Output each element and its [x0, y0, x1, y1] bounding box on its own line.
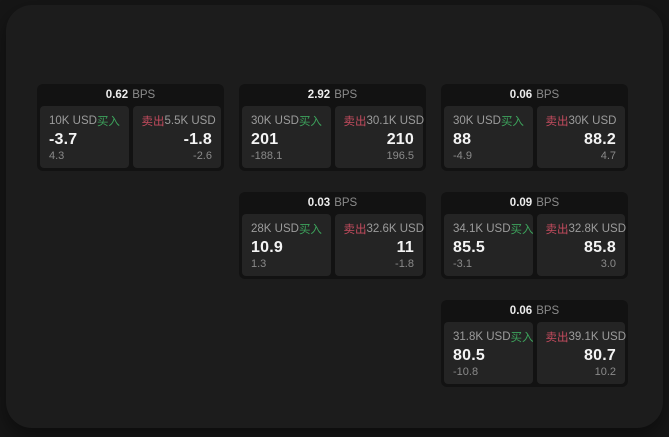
buy-button[interactable]: 买入	[510, 224, 534, 236]
sell-price: 85.8	[584, 238, 616, 256]
sell-amount: 30.1K USD	[366, 115, 425, 127]
buy-amount: 10K USD	[49, 115, 97, 127]
sell-panel[interactable]: 卖出 30.1K USD 210 196.5	[334, 106, 425, 168]
sell-sub-value: 3.0	[600, 258, 616, 270]
buy-sub-value: 1.3	[251, 258, 267, 270]
sell-sub-value: -1.8	[395, 258, 414, 270]
buy-panel[interactable]: 28K USD 买入 10.9 1.3	[242, 214, 331, 276]
quote-body: 34.1K USD 买入 85.5 -3.1 卖出 32.8K USD 85.8…	[441, 214, 628, 279]
buy-sub-value: -188.1	[251, 150, 283, 162]
sell-amount: 39.1K USD	[568, 331, 627, 343]
sell-panel[interactable]: 卖出 32.6K USD 11 -1.8	[334, 214, 425, 276]
spread-value: 0.06	[509, 305, 533, 317]
spread-header: 2.92 BPS	[239, 84, 426, 106]
sell-price: 11	[396, 238, 414, 256]
sell-sub-value: 4.7	[600, 150, 616, 162]
sell-price: 210	[386, 130, 414, 148]
sell-panel[interactable]: 卖出 5.5K USD -1.8 -2.6	[132, 106, 221, 168]
spread-value: 0.06	[509, 89, 533, 101]
quote-card-1: 2.92 BPS 30K USD 买入 201 -188.1 卖出 30.1K …	[239, 84, 426, 171]
sell-button[interactable]: 卖出	[545, 332, 569, 344]
quote-body: 28K USD 买入 10.9 1.3 卖出 32.6K USD 11 -1.8	[239, 214, 426, 279]
spread-header: 0.09 BPS	[441, 192, 628, 214]
buy-panel[interactable]: 10K USD 买入 -3.7 4.3	[40, 106, 129, 168]
buy-amount: 28K USD	[251, 223, 299, 235]
buy-price: 88	[453, 130, 472, 148]
sell-button[interactable]: 卖出	[343, 116, 367, 128]
buy-price: 10.9	[251, 238, 283, 256]
sell-price: 80.7	[584, 346, 616, 364]
bps-label: BPS	[536, 305, 560, 317]
buy-panel[interactable]: 34.1K USD 买入 85.5 -3.1	[444, 214, 534, 276]
buy-sub-value: -3.1	[453, 258, 472, 270]
sell-button[interactable]: 卖出	[545, 116, 569, 128]
buy-button[interactable]: 买入	[298, 116, 322, 128]
buy-panel[interactable]: 30K USD 买入 88 -4.9	[444, 106, 533, 168]
bps-label: BPS	[536, 197, 560, 209]
bps-label: BPS	[334, 89, 358, 101]
sell-button[interactable]: 卖出	[343, 224, 367, 236]
buy-sub-value: -10.8	[453, 366, 479, 378]
bps-label: BPS	[334, 197, 358, 209]
main-panel: 0.62 BPS 10K USD 买入 -3.7 4.3 卖出 5.5K USD	[6, 5, 663, 428]
quote-body: 31.8K USD 买入 80.5 -10.8 卖出 39.1K USD 80.…	[441, 322, 628, 387]
sell-panel[interactable]: 卖出 30K USD 88.2 4.7	[536, 106, 625, 168]
bps-label: BPS	[132, 89, 156, 101]
quote-card-0: 0.62 BPS 10K USD 买入 -3.7 4.3 卖出 5.5K USD	[37, 84, 224, 171]
spread-header: 0.62 BPS	[37, 84, 224, 106]
buy-price: 80.5	[453, 346, 485, 364]
sell-panel[interactable]: 卖出 32.8K USD 85.8 3.0	[536, 214, 627, 276]
sell-amount: 30K USD	[568, 115, 617, 127]
buy-amount: 31.8K USD	[453, 331, 511, 343]
buy-amount: 34.1K USD	[453, 223, 511, 235]
buy-button[interactable]: 买入	[298, 224, 322, 236]
quote-card-2: 0.06 BPS 30K USD 买入 88 -4.9 卖出 30K USD	[441, 84, 628, 171]
buy-price: 85.5	[453, 238, 485, 256]
quote-card-5: 0.06 BPS 31.8K USD 买入 80.5 -10.8 卖出 39.1…	[441, 300, 628, 387]
buy-sub-value: 4.3	[49, 150, 65, 162]
buy-sub-value: -4.9	[453, 150, 472, 162]
spread-value: 0.09	[509, 197, 533, 209]
spread-header: 0.03 BPS	[239, 192, 426, 214]
buy-price: -3.7	[49, 130, 78, 148]
sell-panel[interactable]: 卖出 39.1K USD 80.7 10.2	[536, 322, 627, 384]
sell-button[interactable]: 卖出	[141, 116, 165, 128]
sell-sub-value: -2.6	[193, 150, 212, 162]
quotes-grid: 0.62 BPS 10K USD 买入 -3.7 4.3 卖出 5.5K USD	[37, 84, 628, 387]
sell-button[interactable]: 卖出	[545, 224, 569, 236]
quote-body: 10K USD 买入 -3.7 4.3 卖出 5.5K USD -1.8 -2.…	[37, 106, 224, 171]
spread-value: 2.92	[307, 89, 331, 101]
bps-label: BPS	[536, 89, 560, 101]
buy-panel[interactable]: 30K USD 买入 201 -188.1	[242, 106, 331, 168]
sell-amount: 32.8K USD	[568, 223, 627, 235]
buy-button[interactable]: 买入	[96, 116, 120, 128]
buy-amount: 30K USD	[251, 115, 299, 127]
quote-body: 30K USD 买入 201 -188.1 卖出 30.1K USD 210 1…	[239, 106, 426, 171]
buy-amount: 30K USD	[453, 115, 501, 127]
spread-value: 0.03	[307, 197, 331, 209]
quote-body: 30K USD 买入 88 -4.9 卖出 30K USD 88.2 4.7	[441, 106, 628, 171]
quote-card-3: 0.03 BPS 28K USD 买入 10.9 1.3 卖出 32.6K US…	[239, 192, 426, 279]
spread-header: 0.06 BPS	[441, 300, 628, 322]
buy-button[interactable]: 买入	[500, 116, 524, 128]
sell-amount: 32.6K USD	[366, 223, 425, 235]
spread-value: 0.62	[105, 89, 129, 101]
sell-amount: 5.5K USD	[164, 115, 216, 127]
spread-header: 0.06 BPS	[441, 84, 628, 106]
sell-price: -1.8	[183, 130, 212, 148]
sell-sub-value: 10.2	[594, 366, 616, 378]
quote-card-4: 0.09 BPS 34.1K USD 买入 85.5 -3.1 卖出 32.8K…	[441, 192, 628, 279]
buy-panel[interactable]: 31.8K USD 买入 80.5 -10.8	[444, 322, 534, 384]
buy-button[interactable]: 买入	[510, 332, 534, 344]
sell-price: 88.2	[584, 130, 616, 148]
sell-sub-value: 196.5	[386, 150, 414, 162]
buy-price: 201	[251, 130, 279, 148]
